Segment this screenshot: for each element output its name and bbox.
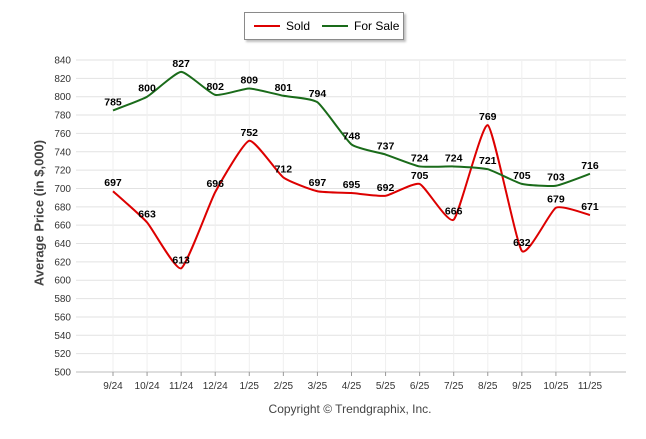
data-label-sold: 632 [513, 237, 531, 249]
y-tick-label: 640 [54, 239, 71, 250]
x-tick-label: 8/25 [478, 381, 498, 392]
data-label-for-sale: 827 [172, 58, 190, 70]
y-axis-label: Average Price (in $,000) [31, 139, 47, 287]
y-tick-label: 620 [54, 257, 71, 268]
y-tick-label: 560 [54, 312, 71, 323]
x-tick-label: 9/24 [103, 381, 123, 392]
x-tick-label: 12/24 [203, 381, 228, 392]
data-label-for-sale: 794 [309, 88, 327, 100]
copyright-footer: Copyright © Trendgraphix, Inc. [268, 402, 432, 416]
data-label-sold: 666 [445, 206, 463, 218]
legend-swatch-for-sale [322, 25, 349, 27]
data-label-sold: 671 [581, 201, 599, 213]
data-label-for-sale: 748 [343, 130, 361, 142]
data-label-for-sale: 785 [104, 96, 122, 108]
x-tick-label: 3/25 [308, 381, 328, 392]
y-tick-label: 820 [54, 74, 71, 85]
data-label-for-sale: 724 [411, 152, 429, 164]
data-label-sold: 712 [275, 163, 293, 175]
y-tick-label: 680 [54, 202, 71, 213]
data-label-sold: 613 [172, 254, 190, 266]
x-tick-label: 9/25 [512, 381, 532, 392]
x-tick-label: 5/25 [376, 381, 396, 392]
series-line-for-sale [112, 70, 591, 187]
y-tick-label: 780 [54, 111, 71, 122]
x-tick-label: 7/25 [444, 381, 464, 392]
y-tick-label: 540 [54, 331, 71, 342]
legend-label-for-sale: For Sale [354, 19, 400, 33]
y-tick-label: 500 [54, 368, 71, 379]
data-label-for-sale: 721 [479, 155, 497, 167]
data-label-for-sale: 737 [377, 141, 395, 153]
data-label-for-sale: 703 [547, 172, 565, 184]
data-label-sold: 752 [241, 127, 259, 139]
y-tick-label: 720 [54, 166, 71, 177]
x-tick-label: 11/24 [169, 381, 194, 392]
x-tick-label: 10/25 [543, 381, 568, 392]
y-tick-label: 660 [54, 221, 71, 232]
data-label-sold: 663 [138, 208, 156, 220]
y-tick-label: 580 [54, 294, 71, 305]
y-tick-label: 700 [54, 184, 71, 195]
data-label-sold: 697 [104, 177, 122, 189]
data-label-for-sale: 800 [138, 83, 156, 95]
y-tick-label: 600 [54, 276, 71, 287]
data-label-sold: 692 [377, 182, 395, 194]
y-tick-label: 800 [54, 92, 71, 103]
y-tick-label: 760 [54, 129, 71, 140]
data-label-sold: 695 [343, 179, 361, 191]
data-label-for-sale: 802 [206, 81, 224, 93]
data-label-for-sale: 705 [513, 170, 531, 182]
y-tick-label: 520 [54, 349, 71, 360]
legend-swatch-sold [254, 25, 280, 27]
legend-item-sold[interactable]: Sold [245, 19, 310, 33]
data-label-for-sale: 716 [581, 160, 599, 172]
data-label-sold: 769 [479, 111, 497, 123]
x-tick-label: 10/24 [135, 381, 160, 392]
legend: Sold For Sale [244, 12, 404, 40]
x-tick-label: 1/25 [240, 381, 260, 392]
x-tick-label: 11/25 [578, 381, 603, 392]
data-label-sold: 696 [206, 178, 224, 190]
data-label-sold: 697 [309, 177, 327, 189]
data-label-for-sale: 809 [241, 74, 259, 86]
legend-label-sold: Sold [286, 19, 311, 33]
data-label-sold: 679 [547, 194, 565, 206]
y-tick-label: 740 [54, 147, 71, 158]
data-label-for-sale: 801 [275, 82, 293, 94]
x-tick-label: 4/25 [342, 381, 362, 392]
data-label-sold: 705 [411, 170, 429, 182]
legend-item-for-sale[interactable]: For Sale [310, 19, 399, 33]
y-tick-label: 840 [54, 56, 71, 67]
x-tick-label: 6/25 [410, 381, 430, 392]
series-line-sold [112, 124, 591, 270]
data-label-for-sale: 724 [445, 152, 463, 164]
x-tick-label: 2/25 [274, 381, 294, 392]
